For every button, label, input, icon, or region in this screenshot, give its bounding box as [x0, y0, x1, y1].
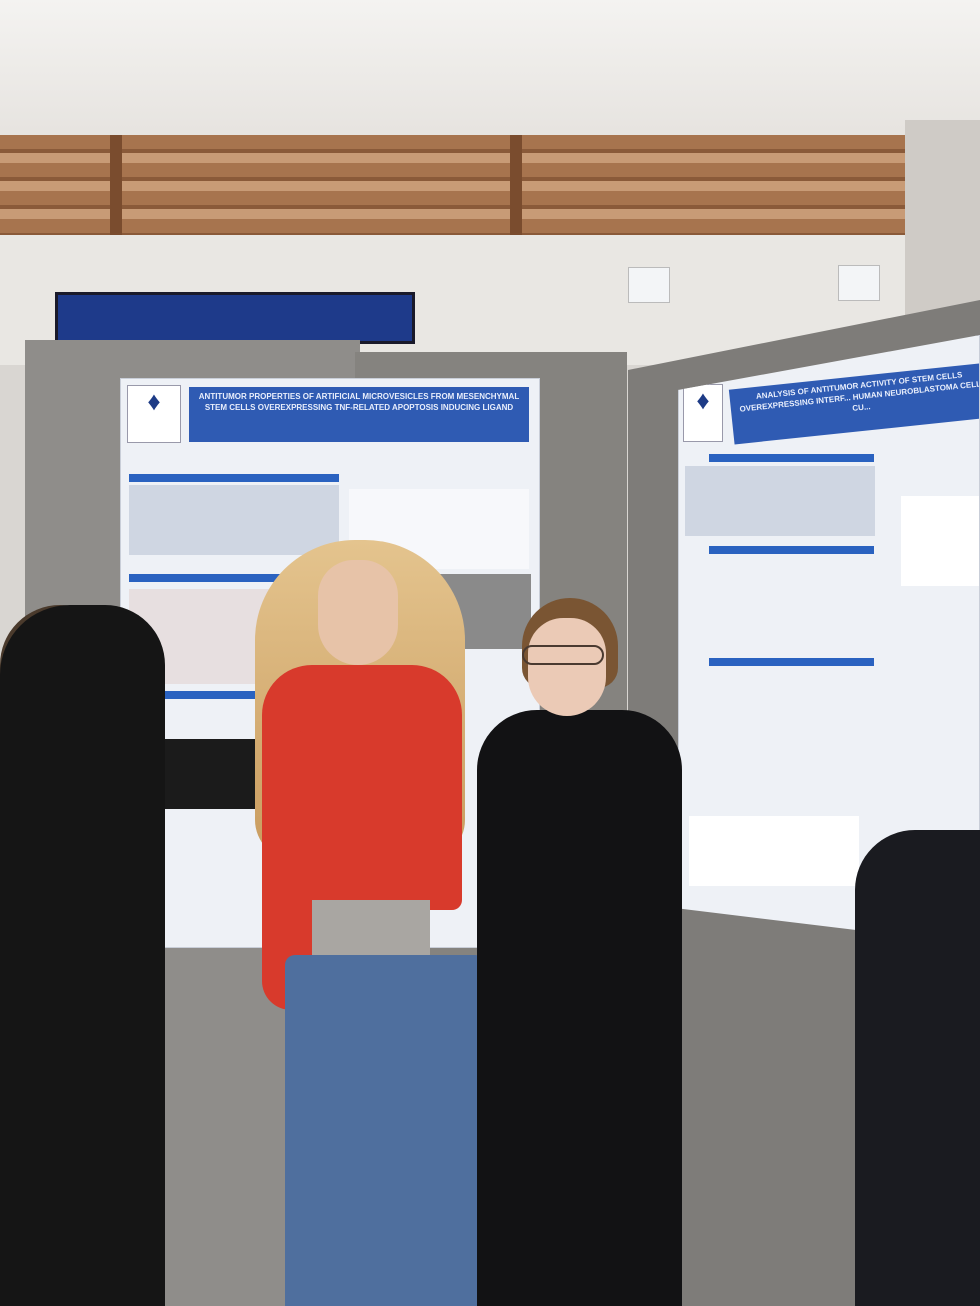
poster-right-title: ANALYSIS OF ANTITUMOR ACTIVITY OF STEM C… — [728, 362, 979, 445]
person-right-back — [855, 830, 980, 1306]
university-logo: ♦ — [683, 384, 723, 442]
jeans — [285, 955, 485, 1306]
person-left-back — [0, 605, 165, 1306]
microscopy-image — [149, 739, 259, 809]
wall-sensor — [838, 265, 880, 301]
slat-posts — [0, 135, 905, 235]
woman-black-outfit — [477, 710, 682, 1306]
wall-screen — [55, 292, 415, 344]
poster-left-title: ANTITUMOR PROPERTIES OF ARTIFICIAL MICRO… — [189, 387, 529, 442]
woman-red-face — [318, 560, 398, 665]
grey-shirt — [312, 900, 430, 960]
university-logo: ♦ — [127, 385, 181, 443]
glasses — [522, 645, 604, 665]
woman-black-face — [528, 618, 606, 716]
ceiling — [0, 0, 980, 140]
bar-chart — [901, 496, 979, 586]
pillar — [905, 120, 980, 320]
bar-chart — [689, 816, 859, 886]
wall-sensor — [628, 267, 670, 303]
